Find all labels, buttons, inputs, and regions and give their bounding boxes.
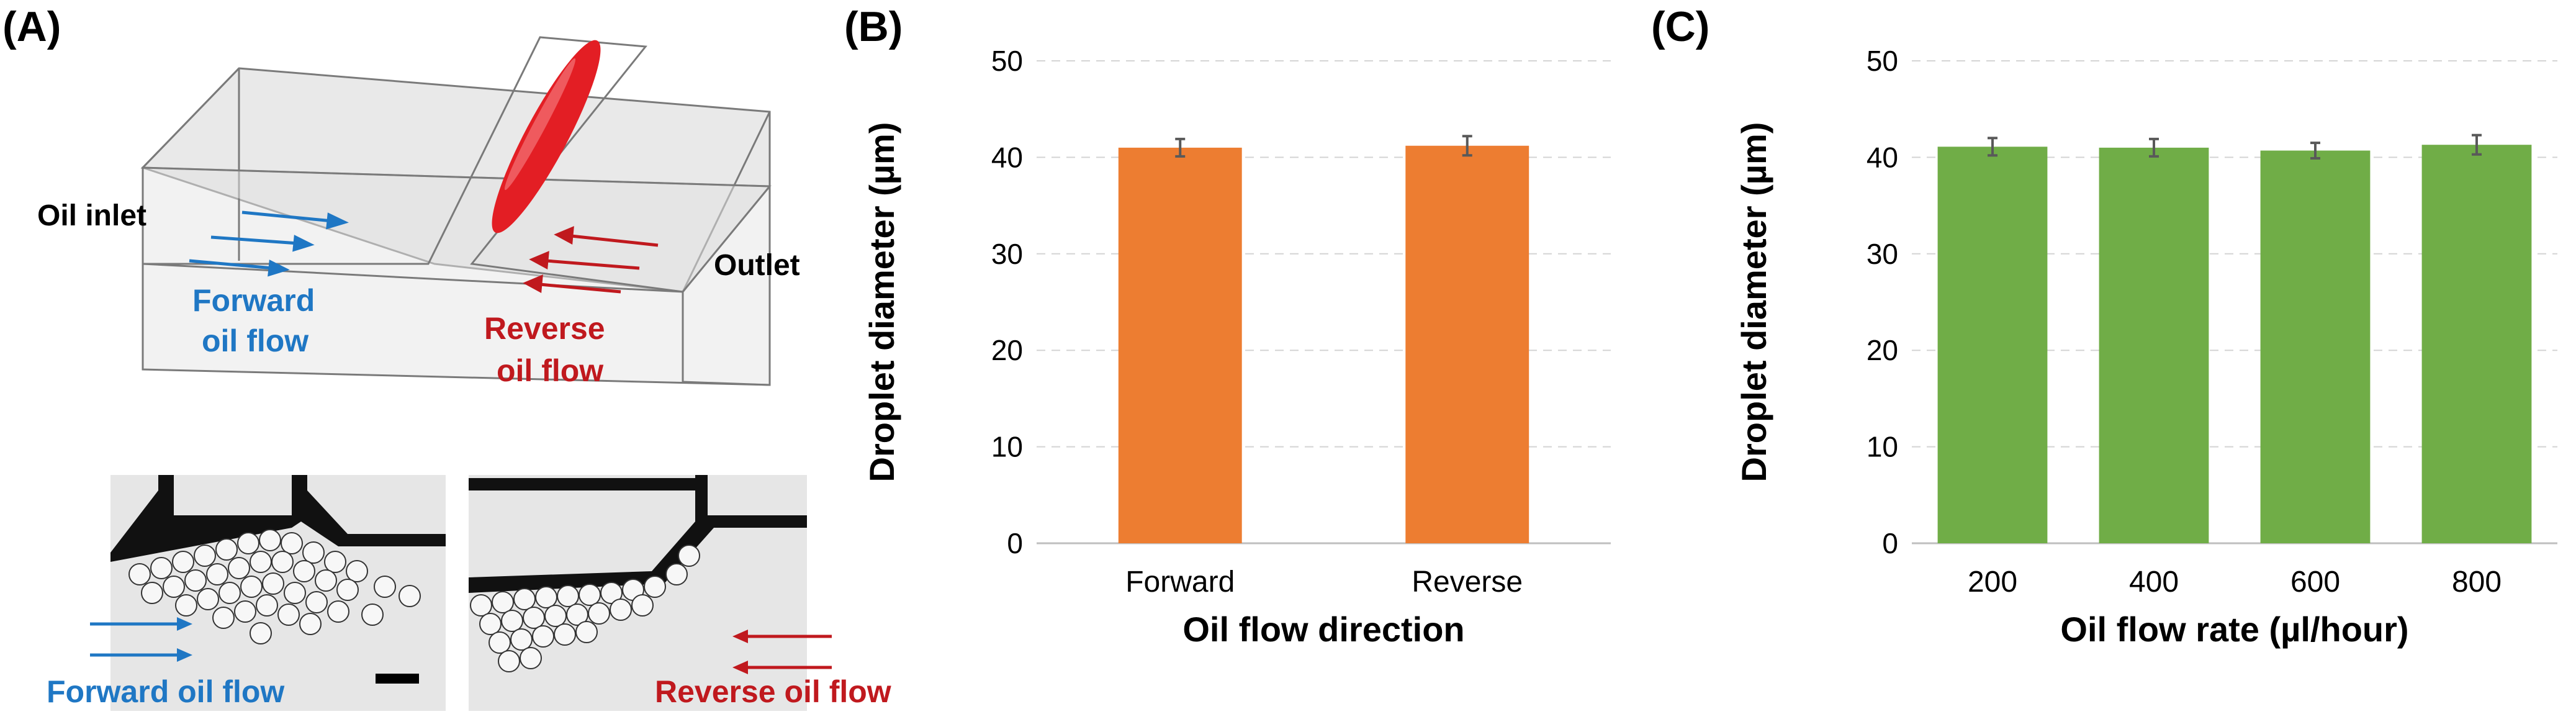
x-tick-label: 200: [1968, 566, 2017, 599]
y-tick-label: 40: [991, 141, 1023, 173]
y-tick-label: 0: [1882, 527, 1898, 559]
y-tick-label: 10: [1867, 431, 1898, 463]
y-tick-label: 50: [991, 45, 1023, 77]
forward-flow-label-line1: Forward: [192, 283, 315, 318]
y-tick-label: 40: [1867, 141, 1898, 173]
panel-label-b: (B): [844, 3, 903, 50]
droplet-shape: [492, 40, 601, 233]
reverse-flow-arrows: [523, 226, 659, 294]
droplet-cluster-forward: [128, 529, 421, 644]
oil-inlet-label: Oil inlet: [37, 199, 147, 232]
scale-bar: [376, 674, 419, 684]
x-axis-title: Oil flow rate (µl/hour): [2060, 610, 2408, 649]
bar: [2260, 150, 2371, 544]
chart-flow-direction: 0 10 20 30 40 50 Forward Reverse Oil flow direct…: [862, 45, 1611, 649]
x-tick-label: 600: [2290, 566, 2340, 599]
x-tick-label: Reverse: [1412, 566, 1523, 599]
droplet-cluster-reverse: [470, 545, 700, 672]
bar: [2099, 147, 2209, 544]
channel-box: [140, 36, 772, 386]
x-tick-label: Forward: [1125, 566, 1235, 599]
y-tick-label: 30: [991, 238, 1023, 270]
bar: [1937, 147, 2048, 543]
panel-label-a: (A): [2, 3, 61, 50]
x-tick-label: 800: [2452, 566, 2502, 599]
forward-flow-label-line2: oil flow: [202, 323, 309, 358]
reverse-flow-label-line2: oil flow: [497, 353, 604, 388]
panel-a: (A): [0, 0, 891, 714]
forward-flow-arrows: [189, 210, 349, 277]
x-tick-label: 400: [2129, 566, 2179, 599]
y-axis-title: Droplet diameter (µm): [1734, 122, 1773, 482]
micrograph-reverse-caption: Reverse oil flow: [655, 674, 891, 709]
bar: [2421, 145, 2532, 543]
device-schematic: [90, 36, 832, 711]
bar: [1405, 145, 1529, 543]
y-tick-label: 20: [991, 334, 1023, 366]
micrograph-forward-caption: Forward oil flow: [47, 674, 285, 709]
panel-label-c: (C): [1651, 3, 1710, 50]
bar: [1118, 147, 1242, 544]
panel-b: (B) 0 10 20 30 40 50 Forward Reverse Oil flow di…: [832, 0, 1639, 714]
y-tick-label: 10: [991, 431, 1023, 463]
reverse-flow-label-line1: Reverse: [484, 311, 605, 346]
y-tick-label: 20: [1867, 334, 1898, 366]
panel-c: (C) 0 10 20 30 40 50 200 400 600 800 Oil flow rate…: [1639, 0, 2576, 714]
outlet-label: Outlet: [714, 249, 800, 282]
chart-flow-rate: 0 10 20 30 40 50 200 400 600 800 Oil flow rate (µl…: [1734, 45, 2557, 649]
micrograph-forward: [90, 475, 446, 711]
micrograph-reverse: [469, 475, 832, 711]
y-tick-label: 30: [1867, 238, 1898, 270]
y-axis-title: Droplet diameter (µm): [862, 122, 901, 482]
y-tick-label: 0: [1007, 527, 1023, 559]
x-axis-title: Oil flow direction: [1182, 610, 1464, 649]
y-tick-label: 50: [1867, 45, 1898, 77]
